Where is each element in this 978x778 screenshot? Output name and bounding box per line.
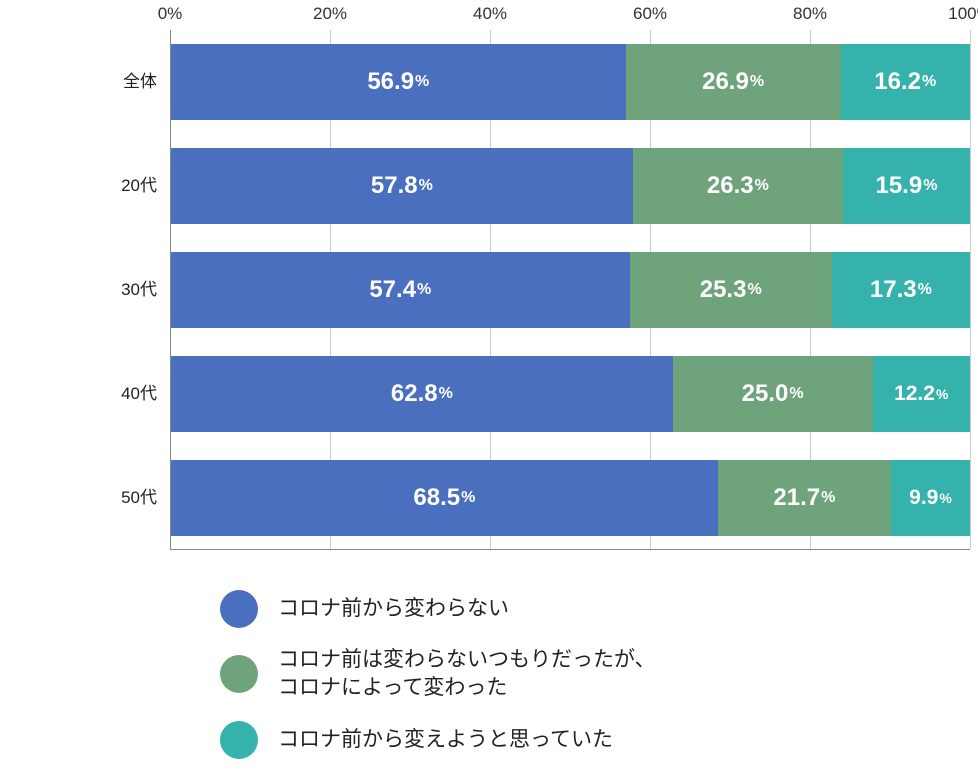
percent-sign: % <box>415 73 429 91</box>
percent-sign: % <box>821 489 835 507</box>
legend-label: コロナ前から変えようと思っていた <box>278 726 613 754</box>
plot-area: 全体56.9%26.9%16.2%20代57.8%26.3%15.9%30代57… <box>170 30 970 550</box>
bar-segment: 62.8% <box>171 356 673 432</box>
segment-value: 26.9 <box>702 68 749 96</box>
segment-value: 56.9 <box>367 68 414 96</box>
percent-sign: % <box>789 385 803 403</box>
legend-swatch <box>220 655 258 693</box>
bar-segment: 9.9% <box>891 460 970 536</box>
category-label: 30代 <box>1 279 171 301</box>
bar-segment: 25.3% <box>630 252 832 328</box>
bar-segment: 57.8% <box>171 148 633 224</box>
stacked-bar: 62.8%25.0%12.2% <box>171 356 970 432</box>
segment-value: 25.3 <box>700 276 747 304</box>
chart-row: 30代57.4%25.3%17.3% <box>171 238 970 342</box>
category-label: 全体 <box>1 71 171 93</box>
x-tick-label: 0% <box>158 4 183 24</box>
legend-label: コロナ前から変わらない <box>278 595 509 623</box>
chart-row: 40代62.8%25.0%12.2% <box>171 342 970 446</box>
chart-row: 全体56.9%26.9%16.2% <box>171 30 970 134</box>
percent-sign: % <box>923 177 937 195</box>
segment-value: 16.2 <box>874 68 921 96</box>
bar-segment: 21.7% <box>718 460 891 536</box>
bar-segment: 26.9% <box>626 44 841 120</box>
segment-value: 57.4 <box>369 276 416 304</box>
legend-swatch <box>220 721 258 759</box>
percent-sign: % <box>936 386 948 402</box>
chart-row: 50代68.5%21.7%9.9% <box>171 446 970 550</box>
bar-segment: 16.2% <box>841 44 970 120</box>
bar-segment: 17.3% <box>832 252 970 328</box>
segment-value: 15.9 <box>875 172 922 200</box>
category-label: 40代 <box>1 383 171 405</box>
stacked-bar: 56.9%26.9%16.2% <box>171 44 970 120</box>
x-tick-label: 20% <box>313 4 347 24</box>
bar-segment: 68.5% <box>171 460 718 536</box>
bar-segment: 57.4% <box>171 252 630 328</box>
percent-sign: % <box>918 281 932 299</box>
stacked-bar: 57.8%26.3%15.9% <box>171 148 970 224</box>
legend-swatch <box>220 590 258 628</box>
legend-label: コロナ前は変わらないつもりだったが、 コロナによって変わった <box>278 646 656 703</box>
gridline <box>970 30 971 549</box>
percent-sign: % <box>755 177 769 195</box>
legend-item: コロナ前は変わらないつもりだったが、 コロナによって変わった <box>220 646 656 703</box>
percent-sign: % <box>419 177 433 195</box>
x-tick-label: 60% <box>633 4 667 24</box>
percent-sign: % <box>750 73 764 91</box>
segment-value: 9.9 <box>909 486 938 510</box>
x-tick-label: 40% <box>473 4 507 24</box>
percent-sign: % <box>417 281 431 299</box>
segment-value: 68.5 <box>413 484 460 512</box>
percent-sign: % <box>922 73 936 91</box>
percent-sign: % <box>747 281 761 299</box>
bar-segment: 26.3% <box>633 148 843 224</box>
segment-value: 17.3 <box>870 276 917 304</box>
bar-segment: 56.9% <box>171 44 626 120</box>
percent-sign: % <box>439 385 453 403</box>
segment-value: 12.2 <box>894 382 935 406</box>
bar-segment: 25.0% <box>673 356 873 432</box>
legend: コロナ前から変わらないコロナ前は変わらないつもりだったが、 コロナによって変わっ… <box>220 590 656 777</box>
stacked-bar: 68.5%21.7%9.9% <box>171 460 970 536</box>
stacked-bar: 57.4%25.3%17.3% <box>171 252 970 328</box>
segment-value: 21.7 <box>773 484 820 512</box>
segment-value: 62.8 <box>391 380 438 408</box>
x-tick-label: 100% <box>948 4 978 24</box>
legend-item: コロナ前から変えようと思っていた <box>220 721 656 759</box>
percent-sign: % <box>939 490 951 506</box>
x-tick-label: 80% <box>793 4 827 24</box>
bar-segment: 15.9% <box>843 148 970 224</box>
category-label: 20代 <box>1 175 171 197</box>
category-label: 50代 <box>1 487 171 509</box>
segment-value: 25.0 <box>742 380 789 408</box>
stacked-bar-chart: 0%20%40%60%80%100% 全体56.9%26.9%16.2%20代5… <box>170 0 970 550</box>
bar-segment: 12.2% <box>873 356 970 432</box>
chart-row: 20代57.8%26.3%15.9% <box>171 134 970 238</box>
x-axis-labels: 0%20%40%60%80%100% <box>170 0 970 30</box>
legend-item: コロナ前から変わらない <box>220 590 656 628</box>
segment-value: 57.8 <box>371 172 418 200</box>
segment-value: 26.3 <box>707 172 754 200</box>
percent-sign: % <box>461 489 475 507</box>
